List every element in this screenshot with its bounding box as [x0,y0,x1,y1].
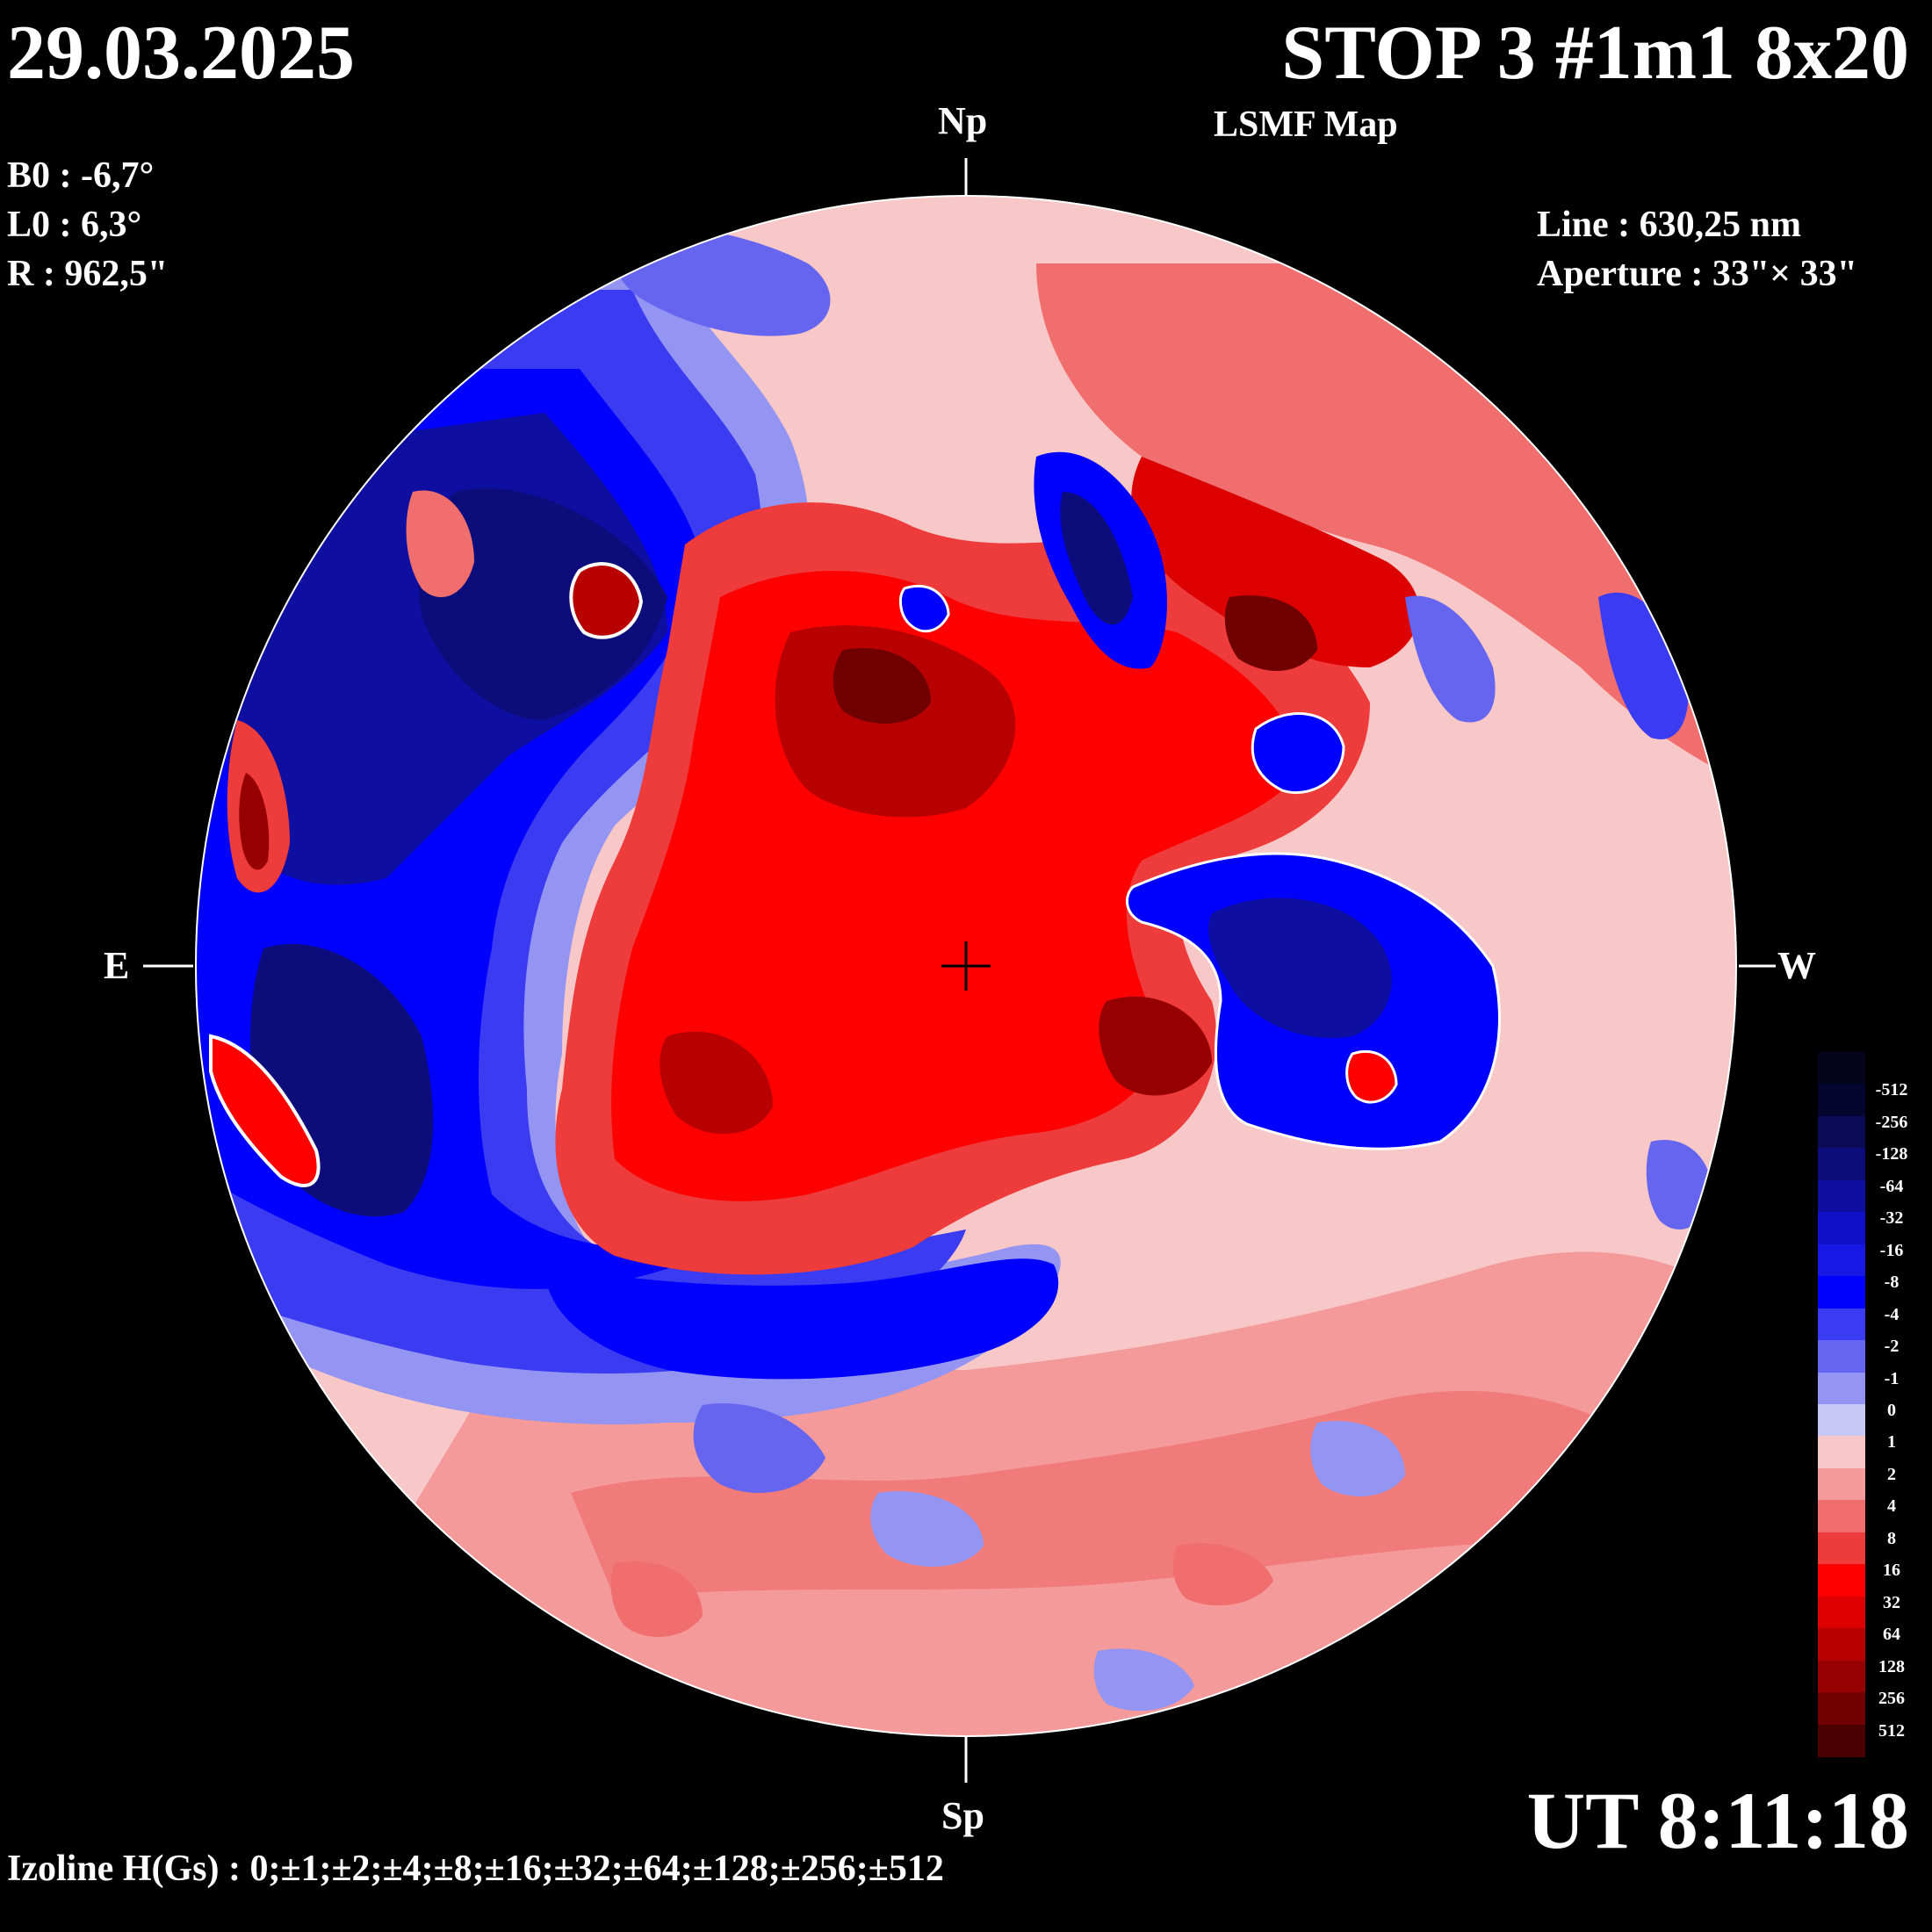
colorbar-label: -256 [1875,1112,1908,1132]
colorbar-swatch [1818,1212,1865,1245]
colorbar-swatch [1818,1276,1865,1309]
colorbar-label: -2 [1884,1337,1900,1357]
colorbar-label: 64 [1883,1625,1900,1645]
colorbar-swatch [1818,1467,1865,1502]
map-subtitle: LSMF Map [1214,105,1398,145]
south-pole-label: Sp [941,1794,984,1837]
colorbar-label: 16 [1883,1561,1900,1581]
colorbar-swatch [1818,1532,1865,1566]
colorbar-swatch [1818,1244,1865,1278]
west-label: W [1777,944,1816,987]
colorbar-label: -32 [1879,1208,1904,1229]
colorbar-label: 512 [1878,1720,1905,1741]
colorbar-label: 128 [1878,1656,1905,1676]
colorbar-swatch [1818,1692,1865,1726]
colorbar-swatch [1818,1724,1865,1757]
colorbar-swatch [1818,1564,1865,1597]
colorbar-swatch-top [1818,1052,1865,1085]
date-label: 29.03.2025 [7,11,355,96]
colorbar-swatch [1818,1084,1865,1117]
colorbar-label: -8 [1884,1272,1900,1293]
colorbar-swatch [1818,1660,1865,1694]
map-title: STOP 3 #1m1 8x20 [1281,11,1909,96]
l0-param: L0 : 6,3° [7,205,142,245]
line-param: Line : 630,25 nm [1537,205,1802,245]
colorbar-swatch [1818,1596,1865,1630]
colorbar [1818,1052,1865,1757]
colorbar-swatch [1818,1148,1865,1181]
colorbar-swatch [1818,1340,1865,1373]
colorbar-label: -4 [1884,1304,1900,1324]
colorbar-label: 256 [1878,1689,1905,1709]
colorbar-label: 4 [1887,1496,1896,1517]
colorbar-label: -512 [1875,1080,1908,1100]
colorbar-label: 8 [1887,1528,1896,1548]
colorbar-label: 1 [1887,1432,1896,1453]
colorbar-label: -64 [1879,1176,1904,1196]
colorbar-swatch [1818,1308,1865,1342]
colorbar-swatch [1818,1115,1865,1150]
north-pole-label: Np [938,99,988,142]
colorbar-swatch [1818,1372,1865,1405]
radius-param: R : 962,5" [7,254,169,294]
colorbar-label: -1 [1884,1368,1900,1388]
colorbar-label: 0 [1887,1401,1896,1420]
colorbar-label: 2 [1887,1464,1896,1484]
colorbar-swatch [1818,1500,1865,1533]
ut-time: UT 8:11:18 [1526,1776,1909,1865]
aperture-param: Aperture : 33"× 33" [1537,254,1857,294]
colorbar-swatch [1818,1436,1865,1469]
colorbar-label: 32 [1883,1592,1900,1612]
colorbar-swatch [1818,1628,1865,1662]
colorbar-label: -128 [1875,1144,1908,1164]
colorbar-label: -16 [1879,1240,1904,1260]
b0-param: B0 : -6,7° [7,155,155,196]
colorbar-swatch [1818,1404,1865,1438]
izoline-legend: Izoline H(Gs) : 0;±1;±2;±4;±8;±16;±32;±6… [7,1849,944,1889]
east-label: E [104,944,130,987]
disk-limb [195,195,1737,1737]
colorbar-swatch [1818,1179,1865,1214]
